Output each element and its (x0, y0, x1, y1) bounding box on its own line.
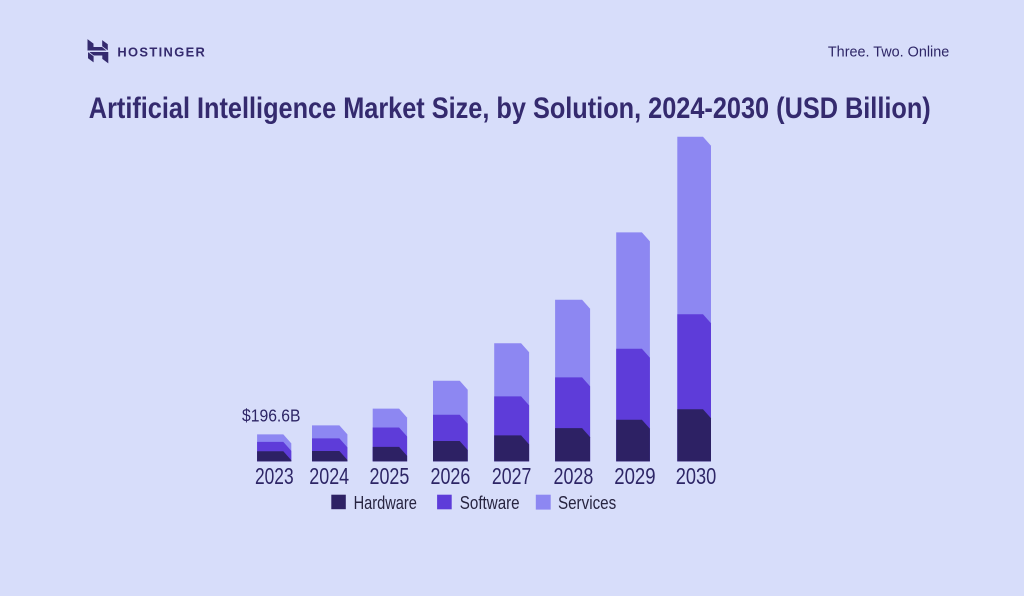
svg-text:2027: 2027 (492, 463, 531, 489)
svg-text:2030: 2030 (676, 463, 717, 489)
svg-text:HOSTINGER: HOSTINGER (117, 45, 206, 60)
svg-text:Artificial Intelligence Market: Artificial Intelligence Market Size, by … (89, 92, 931, 125)
svg-text:2028: 2028 (554, 463, 594, 489)
svg-text:2026: 2026 (431, 463, 471, 489)
svg-text:2023: 2023 (255, 463, 294, 489)
svg-text:Services: Services (558, 492, 616, 513)
svg-text:2025: 2025 (370, 463, 410, 489)
svg-text:Three. Two. Online: Three. Two. Online (828, 45, 949, 61)
svg-text:2024: 2024 (309, 463, 349, 489)
svg-text:2029: 2029 (614, 463, 655, 489)
svg-text:Hardware: Hardware (354, 492, 417, 513)
svg-text:$196.6B: $196.6B (242, 406, 301, 426)
svg-text:Software: Software (460, 492, 520, 513)
